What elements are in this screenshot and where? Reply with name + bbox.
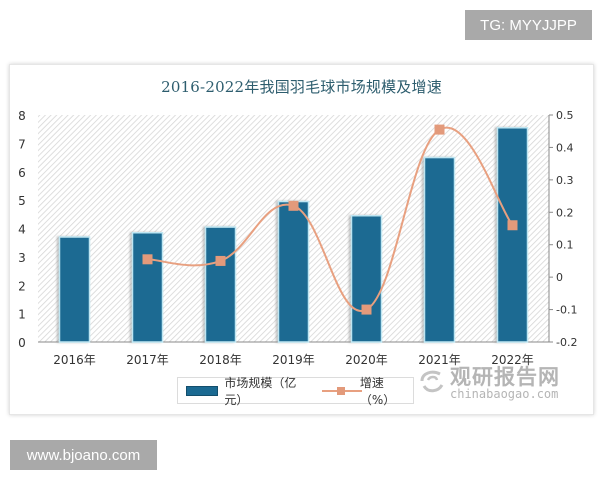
left-axis-tick: 4 — [18, 223, 26, 237]
right-axis-tick: -0.1 — [556, 304, 577, 317]
legend-bar-label: 市场规模（亿元） — [224, 375, 297, 407]
bar-market-size — [58, 236, 91, 343]
growth-rate-marker — [361, 304, 372, 315]
chart-card: 2016-2022年我国羽毛球市场规模及增速 0 1 2 3 4 5 6 7 8 -0.2 -0.… — [9, 64, 594, 415]
left-axis-tick: 0 — [18, 336, 26, 350]
growth-rate-marker — [434, 124, 445, 135]
right-axis-tick: 0.5 — [556, 109, 574, 122]
chart-legend: 市场规模（亿元） 增速（%） — [177, 376, 414, 407]
bar-market-size — [423, 156, 456, 343]
bar-market-size — [204, 226, 237, 343]
chart-title: 2016-2022年我国羽毛球市场规模及增速 — [161, 78, 442, 96]
x-axis-label: 2022年 — [491, 353, 534, 367]
right-axis-tick: 0.2 — [556, 206, 574, 219]
bar-market-size — [277, 200, 310, 343]
growth-rate-marker — [142, 254, 153, 265]
swirl-logo-icon — [420, 370, 444, 393]
right-axis-tick: 0.3 — [556, 174, 574, 187]
left-axis-tick: 5 — [18, 194, 26, 208]
legend-line-swatch-icon — [322, 386, 362, 396]
source-watermark: 观研报告网 chinabaogao.com — [416, 361, 576, 407]
left-axis-tick: 6 — [18, 166, 26, 180]
source-name-en: chinabaogao.com — [450, 387, 559, 401]
growth-rate-marker — [507, 220, 518, 231]
watermark-badge-bottom: www.bjoano.com — [10, 440, 157, 470]
left-axis-tick: 2 — [18, 279, 26, 293]
right-axis-tick: 0 — [556, 271, 563, 284]
bar-market-size — [496, 127, 529, 343]
x-axis-label: 2016年 — [53, 353, 96, 367]
right-axis-tick: -0.2 — [556, 336, 577, 349]
watermark-badge-top: TG: MYYJJPP — [465, 10, 592, 40]
left-axis-tick: 3 — [18, 251, 26, 265]
growth-rate-marker — [288, 200, 299, 211]
x-axis-label: 2017年 — [126, 353, 169, 367]
x-axis-label: 2019年 — [272, 353, 315, 367]
x-axis-label: 2018年 — [199, 353, 242, 367]
growth-rate-marker — [215, 255, 226, 266]
legend-bar-swatch-icon — [186, 385, 219, 396]
right-axis-tick: 0.4 — [556, 141, 574, 154]
left-axis-tick: 7 — [18, 137, 26, 151]
bar-market-size — [131, 232, 164, 343]
left-axis-tick: 1 — [18, 308, 26, 322]
source-name-cn: 观研报告网 — [450, 365, 560, 389]
x-axis-label: 2020年 — [345, 353, 388, 367]
x-axis-label: 2021年 — [418, 353, 461, 367]
chart-plot: 0 1 2 3 4 5 6 7 8 -0.2 -0.1 0 0.1 0.2 0.3 0.4 0.5 2016年… — [18, 109, 577, 367]
left-axis-tick: 8 — [18, 109, 26, 123]
legend-line-label: 增速（%） — [359, 375, 396, 407]
right-axis-tick: 0.1 — [556, 239, 574, 252]
bar-market-size — [350, 214, 383, 343]
